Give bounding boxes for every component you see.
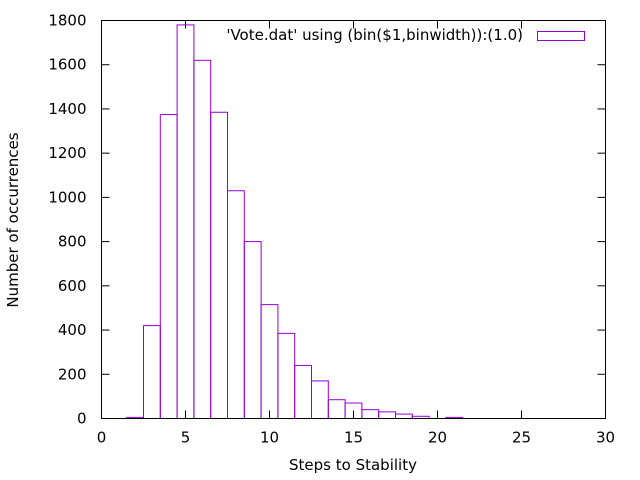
histogram-bar — [260, 304, 279, 419]
x-tick-label: 25 — [512, 429, 531, 447]
x-tick-label: 30 — [596, 429, 615, 447]
y-tick-label: 0 — [77, 410, 87, 428]
histogram-bar — [243, 241, 262, 419]
x-tick-label: 10 — [260, 429, 279, 447]
legend: 'Vote.dat' using (bin($1,binwidth)):(1.0… — [226, 26, 585, 44]
histogram-bar — [361, 409, 380, 419]
histogram-bar — [227, 190, 245, 419]
histogram-bar — [378, 411, 397, 420]
y-tick-label: 200 — [58, 365, 87, 383]
y-tick-label: 800 — [58, 233, 87, 251]
legend-label: 'Vote.dat' using (bin($1,binwidth)):(1.0… — [226, 26, 523, 44]
y-tick-label: 400 — [58, 321, 87, 339]
axis-ticks — [101, 20, 606, 419]
y-tick-label: 1600 — [48, 56, 86, 74]
histogram-bar — [327, 399, 346, 420]
axis-tick-labels: 0 5 10 15 20 25 30 0 200 400 600 800 1000 1200 1400 160… — [48, 12, 615, 447]
histogram-bar — [159, 113, 178, 419]
y-tick-label: 1000 — [48, 188, 86, 206]
x-axis-title: Steps to Stability — [289, 456, 417, 474]
bars-group — [126, 24, 464, 420]
x-tick-label: 15 — [344, 429, 363, 447]
y-axis-title: Number of occurrences — [4, 132, 22, 307]
histogram-bar — [395, 413, 413, 420]
histogram-bar — [277, 332, 296, 419]
x-tick-label: 20 — [428, 429, 447, 447]
y-tick-label: 600 — [58, 277, 87, 295]
x-tick-label: 0 — [97, 429, 107, 447]
x-tick-label: 5 — [181, 429, 191, 447]
histogram-bar — [210, 111, 228, 419]
legend-swatch — [537, 31, 585, 41]
y-tick-label: 1200 — [48, 144, 86, 162]
histogram-bar — [176, 24, 195, 420]
histogram-bar — [193, 59, 212, 420]
y-tick-label: 1800 — [48, 12, 86, 30]
histogram-bar — [143, 325, 161, 419]
y-tick-label: 1400 — [48, 100, 86, 118]
histogram-bar — [311, 380, 329, 419]
histogram-bar — [294, 364, 313, 419]
